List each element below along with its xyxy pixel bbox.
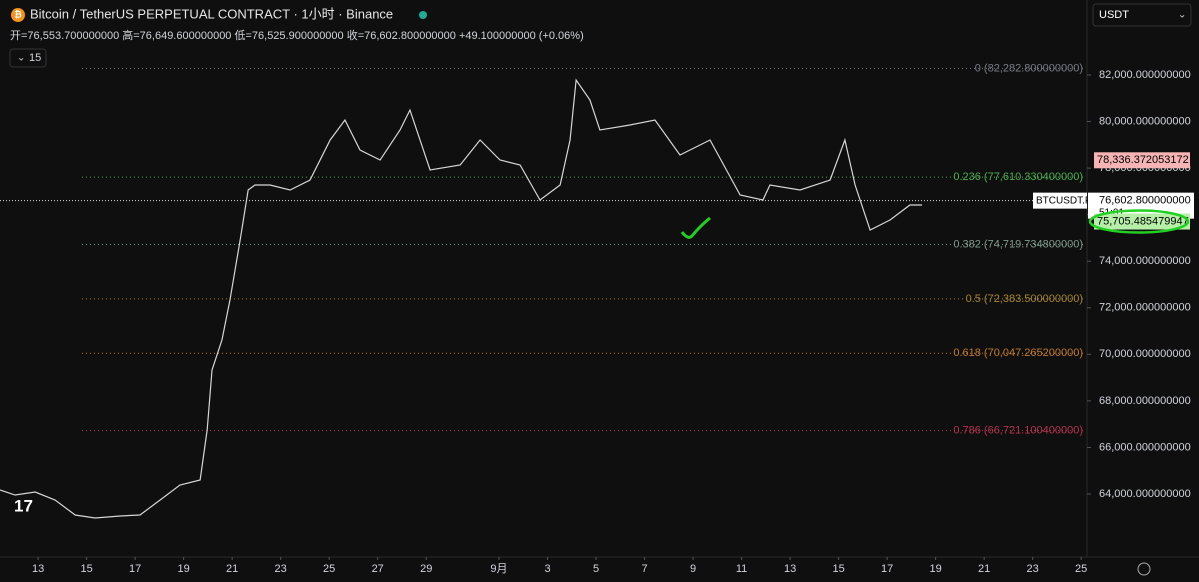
symbol-tag: BTCUSDT.P: [1036, 195, 1092, 206]
y-tick-label: 74,000.000000000: [1099, 255, 1191, 267]
y-tick-label: 68,000.000000000: [1099, 395, 1191, 407]
y-tick-label: 72,000.000000000: [1099, 302, 1191, 314]
fib-label: 0.786 (66,721.100400000): [953, 425, 1083, 437]
highlight-circle: [1088, 209, 1190, 234]
y-tick-label: 80,000.000000000: [1099, 115, 1191, 127]
tv-logo: 17: [14, 496, 33, 515]
price-tag-bg: [1094, 213, 1190, 230]
settings-icon[interactable]: [1137, 562, 1151, 576]
x-tick-label: 9月: [490, 563, 507, 575]
x-tick-label: 13: [32, 563, 44, 575]
status-dot: [419, 11, 427, 19]
symbol-tag-bg: [1033, 192, 1087, 209]
interval-button[interactable]: [9, 48, 47, 68]
btc-icon: [11, 8, 25, 22]
x-tick-label: 17: [129, 563, 141, 575]
y-tick-label: 82,000.000000000: [1099, 69, 1191, 81]
interval-label: 15: [29, 52, 41, 64]
x-tick-label: 23: [275, 563, 287, 575]
x-tick-label: 11: [736, 563, 747, 575]
x-tick-label: 15: [80, 563, 92, 575]
fib-label: 0.236 (77,610.330400000): [953, 171, 1083, 183]
y-tick-label: 64,000.000000000: [1099, 488, 1191, 500]
x-tick-label: 29: [420, 563, 432, 575]
fib-label: 0.5 (72,383.500000000): [966, 293, 1083, 305]
price-line: [0, 78, 923, 519]
price-axis-bg: [1087, 0, 1199, 582]
symbol-title: Bitcoin / TetherUS PERPETUAL CONTRACT · …: [30, 6, 393, 21]
price-tag: 76,602.800000000: [1099, 195, 1191, 207]
interval-chevron: ⌄: [17, 53, 25, 64]
x-tick-label: 17: [881, 563, 893, 575]
price-tag: 75,705.485479947: [1097, 215, 1189, 227]
x-tick-label: 21: [978, 563, 990, 575]
price-tag-bg: [1094, 152, 1190, 169]
currency-label: USDT: [1099, 9, 1129, 21]
currency-chevron: ⌄: [1178, 10, 1186, 21]
x-tick-label: 15: [832, 563, 844, 575]
x-tick-label: 3: [544, 563, 550, 575]
y-tick-label: 70,000.000000000: [1099, 348, 1191, 360]
price-tag: 78,336.372053172: [1097, 154, 1189, 166]
ohlc: 开=76,553.700000000 高=76,649.600000000 低=…: [10, 28, 584, 42]
x-tick-label: 21: [226, 563, 238, 575]
x-tick-label: 5: [593, 563, 599, 575]
x-tick-label: 13: [784, 563, 796, 575]
x-tick-label: 7: [641, 563, 647, 575]
x-tick-label: 25: [323, 563, 335, 575]
x-tick-label: 25: [1075, 563, 1087, 575]
x-tick-label: 9: [690, 563, 696, 575]
x-tick-label: 19: [930, 563, 942, 575]
fib-label: 0 (82,282.800000000): [975, 62, 1083, 74]
x-tick-label: 19: [178, 563, 190, 575]
x-tick-label: 23: [1027, 563, 1039, 575]
x-tick-label: 27: [372, 563, 384, 575]
currency-select[interactable]: [1092, 3, 1192, 27]
btc-icon-text: ₿: [14, 9, 21, 19]
fib-label: 0.618 (70,047.265200000): [953, 347, 1083, 359]
y-tick-label: 66,000.000000000: [1099, 441, 1191, 453]
check-annotation: [680, 216, 711, 239]
fib-label: 0.382 (74,719.734800000): [953, 238, 1083, 250]
